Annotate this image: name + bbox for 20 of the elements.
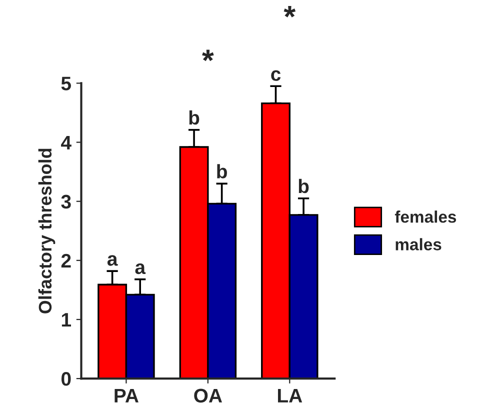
text: * — [284, 6, 296, 18]
data-label: a — [135, 263, 146, 274]
y-tick-label: 5 — [61, 76, 71, 90]
y-axis-title: Olfactory threshold — [38, 148, 56, 314]
data-label: b — [217, 164, 227, 178]
data-label: b — [298, 178, 309, 194]
y-tick-label: 1 — [62, 313, 71, 327]
x-tick-label: LA — [278, 388, 302, 402]
data-label: c — [271, 70, 281, 81]
y-tick-label: 0 — [61, 372, 71, 386]
legend-label: females — [394, 210, 456, 223]
x-tick-label: PA — [114, 388, 138, 402]
y-tick-label: 2 — [61, 254, 71, 268]
y-tick-label: 3 — [61, 194, 71, 209]
data-label: a — [107, 255, 118, 266]
y-tick-label: 4 — [61, 136, 72, 150]
legend-label: males — [396, 238, 442, 250]
text: * — [202, 50, 214, 62]
data-label: b — [189, 110, 200, 125]
x-tick-label: OA — [194, 388, 222, 403]
